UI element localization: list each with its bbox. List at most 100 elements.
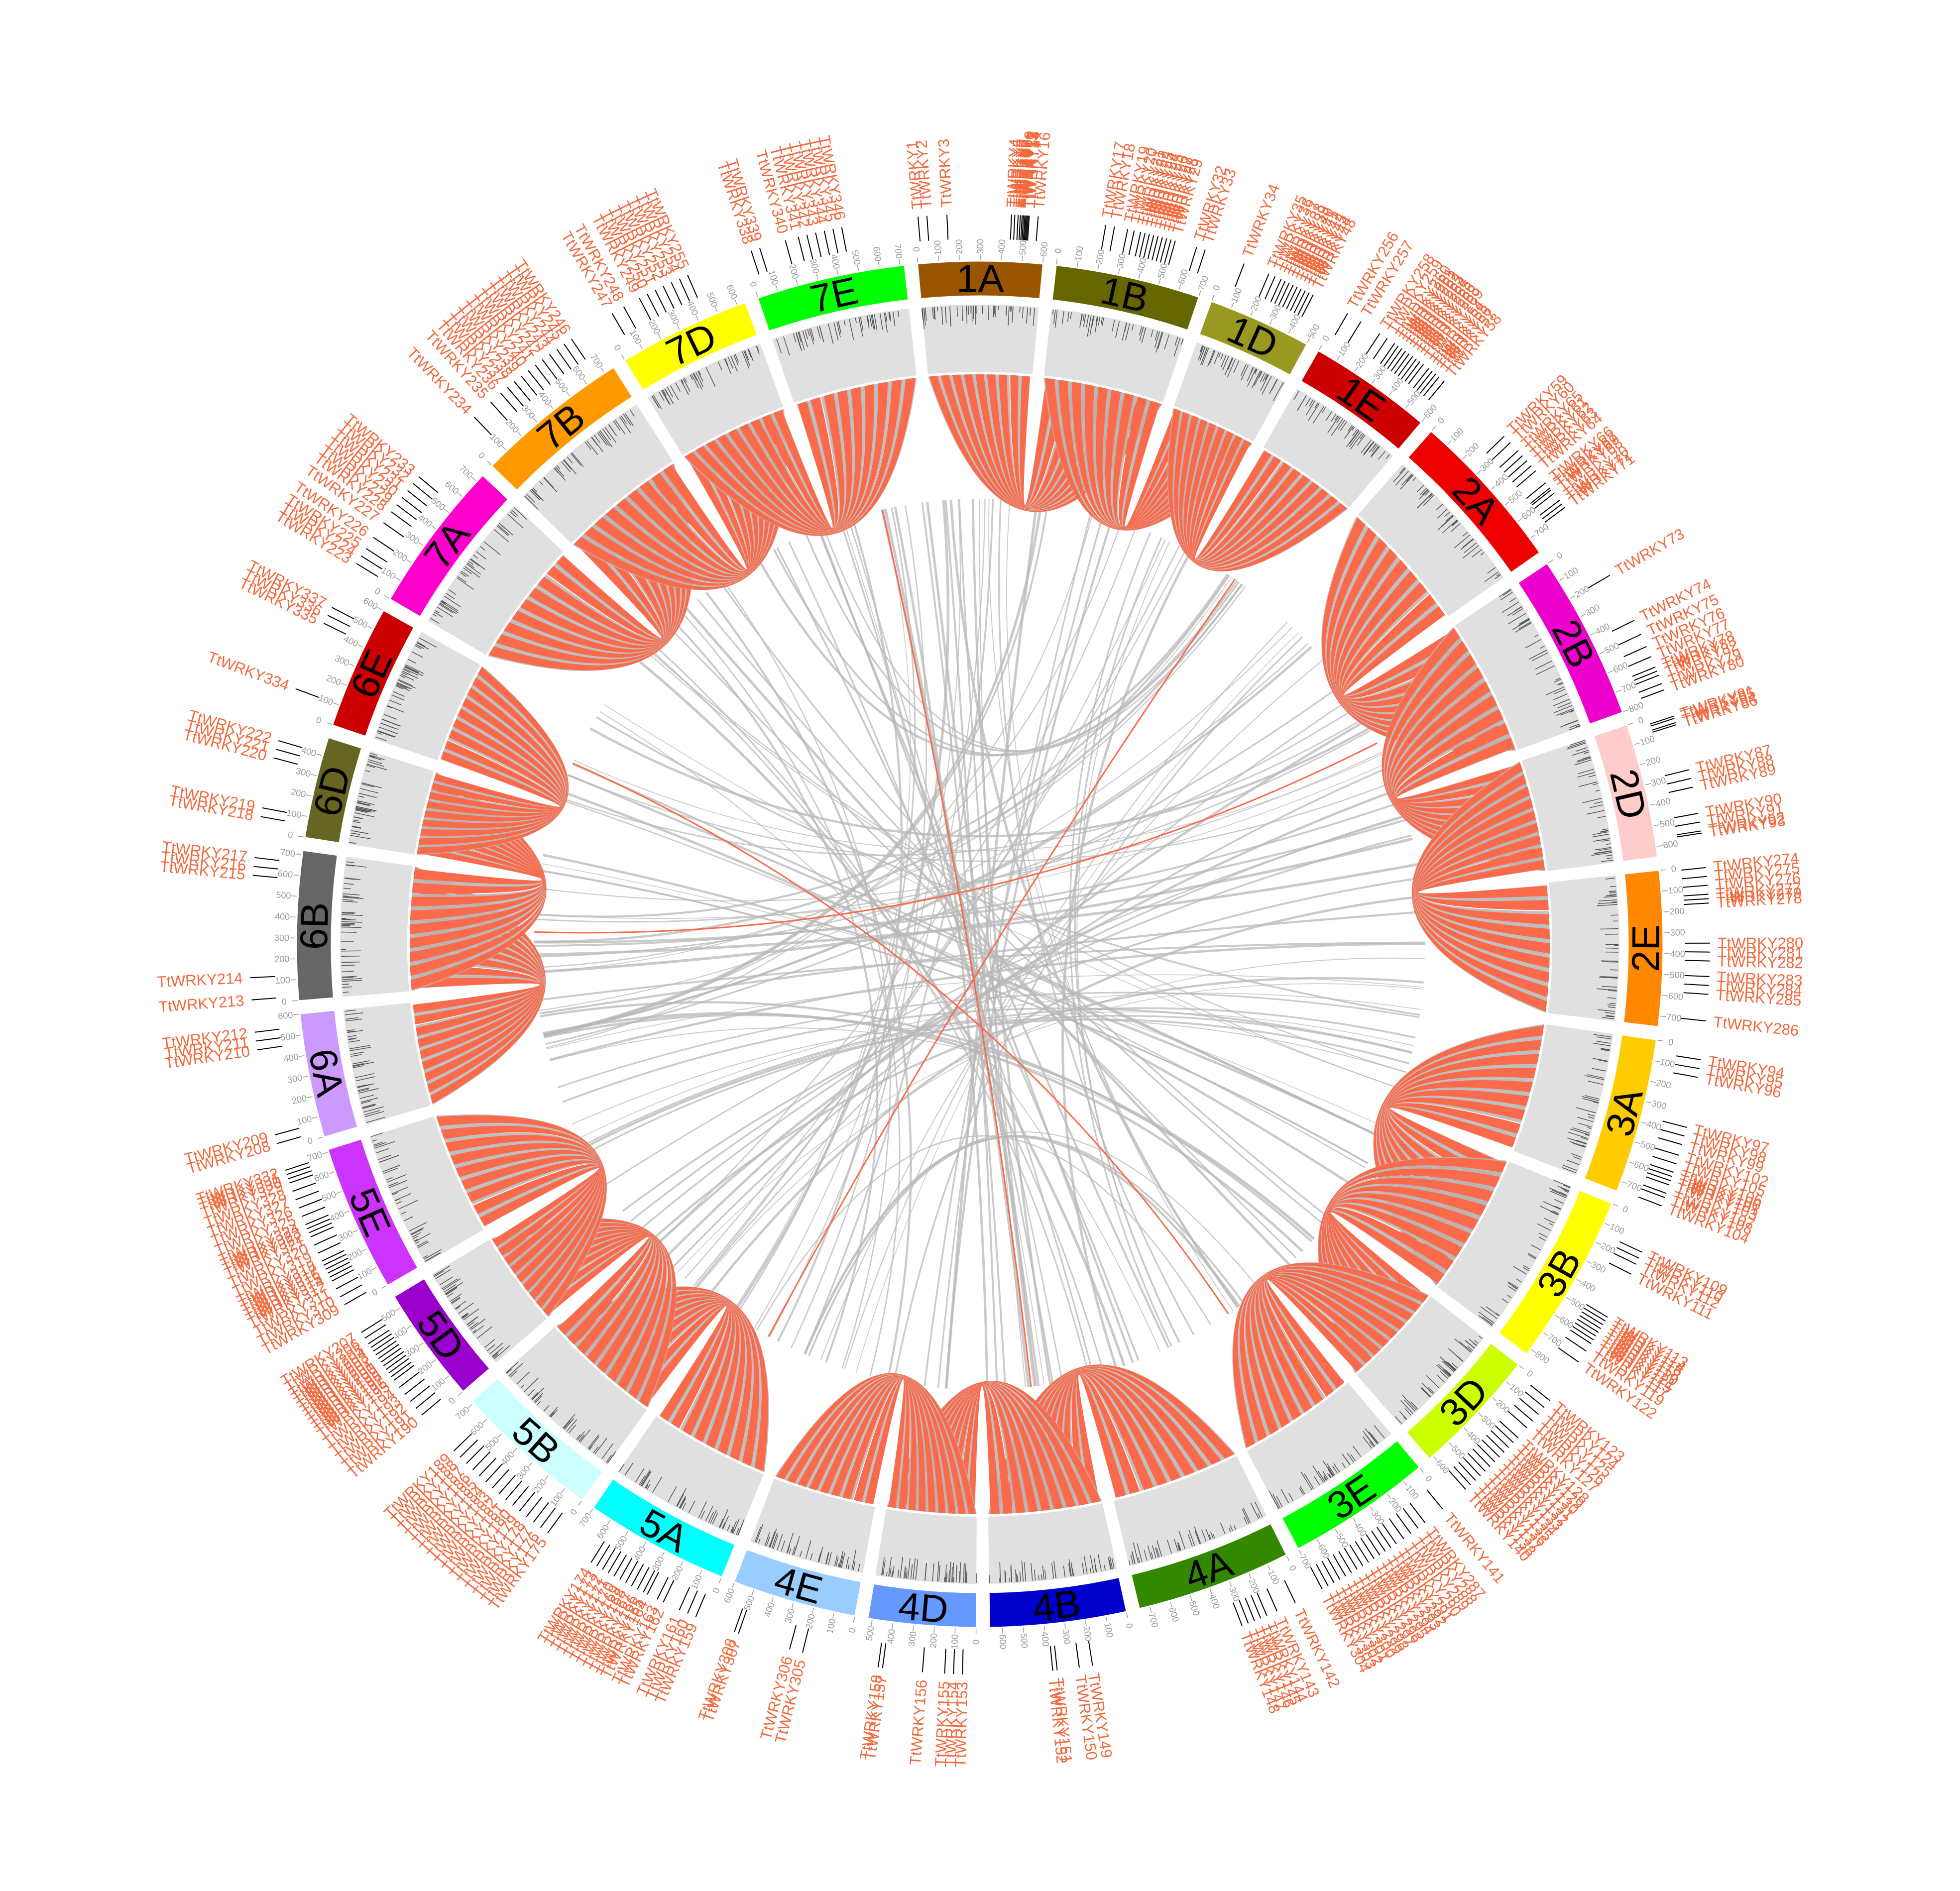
gene-leader-line — [391, 511, 412, 527]
density-spike — [802, 331, 808, 347]
gene-leader-line — [1101, 224, 1107, 250]
synteny-ribbon — [1040, 1371, 1181, 1511]
gene-leader-line — [619, 1557, 633, 1580]
axis-tick-label: 400 — [416, 512, 434, 529]
density-spike — [341, 919, 356, 920]
density-spike — [756, 1524, 764, 1543]
density-spike — [937, 307, 938, 312]
cross-link — [648, 977, 1424, 1244]
axis-tick — [517, 432, 522, 437]
density-spike — [1573, 1156, 1582, 1160]
axis-tick-label: 600 — [1557, 1314, 1575, 1331]
gene-leader-line — [512, 1486, 529, 1506]
axis-tick-label: 0 — [315, 715, 323, 726]
density-spike — [1181, 338, 1184, 345]
density-spike — [368, 759, 382, 764]
density-spike — [379, 1155, 399, 1163]
gene-leader-line — [1588, 574, 1611, 588]
axis-tick-label: 400 — [685, 299, 700, 317]
axis-tick — [832, 1613, 834, 1619]
gene-leader-line — [1164, 239, 1172, 264]
gene-leader-line — [375, 1340, 397, 1355]
density-spike — [1527, 1254, 1536, 1259]
density-spike — [468, 560, 474, 565]
density-spike — [684, 378, 687, 383]
density-spike — [858, 317, 863, 337]
axis-tick — [326, 722, 332, 725]
axis-tick — [1478, 1413, 1483, 1417]
density-spike — [579, 1429, 591, 1443]
axis-tick — [316, 753, 322, 756]
density-spike — [906, 1571, 908, 1579]
chromosome-4B — [989, 1577, 1127, 1628]
density-spike — [450, 1293, 462, 1302]
axis-tick — [549, 404, 554, 410]
density-spike — [744, 350, 749, 360]
axis-tick — [1209, 1588, 1212, 1594]
density-spike — [1262, 376, 1272, 395]
density-spike — [1576, 1107, 1596, 1113]
gene-leader-line — [759, 247, 768, 272]
synteny-ribbon — [410, 923, 542, 1059]
axis-tick-label: 0 — [1320, 334, 1331, 343]
density-spike — [531, 488, 544, 502]
density-spike — [705, 367, 716, 387]
axis-tick-label: 100 — [1102, 1622, 1115, 1638]
axis-tick — [1372, 378, 1376, 384]
density-spike — [721, 1522, 725, 1529]
density-spike — [1314, 402, 1319, 409]
gene-leader-line — [356, 563, 378, 577]
density-spike — [748, 348, 754, 361]
synteny-ribbon — [1391, 681, 1536, 823]
density-spike — [355, 809, 367, 813]
axis-tick-label: 500 — [613, 1534, 629, 1552]
gene-leader-line — [1024, 215, 1027, 240]
density-spike — [1240, 363, 1247, 376]
cross-link — [705, 592, 912, 1381]
density-spike — [937, 1561, 939, 1582]
density-spike — [341, 931, 357, 933]
chromosome-7A — [390, 475, 508, 617]
density-spike — [404, 666, 419, 673]
density-spike — [1572, 750, 1589, 756]
synteny-ribbon — [1194, 440, 1271, 559]
density-spike — [1070, 1561, 1074, 1576]
density-spike — [1560, 709, 1574, 716]
axis-tick — [1555, 1315, 1560, 1319]
synteny-ribbon — [739, 390, 852, 530]
gene-leader-line — [1638, 1196, 1662, 1207]
density-spike — [1512, 619, 1530, 630]
density-spike — [532, 1387, 545, 1400]
cross-link — [582, 1007, 1416, 1147]
density-spike — [1574, 759, 1592, 766]
axis-tick — [1150, 1607, 1152, 1613]
chromosome-2A — [1408, 431, 1540, 573]
axis-tick-label: 400 — [1352, 1520, 1369, 1538]
density-spike — [342, 914, 363, 916]
axis-tick — [471, 477, 476, 481]
cross-link — [549, 1027, 1314, 1240]
density-spike — [1041, 1574, 1042, 1580]
axis-tick — [1654, 824, 1660, 826]
cross-link — [706, 895, 1423, 1298]
density-spike — [1177, 1545, 1180, 1551]
density-spike — [346, 864, 367, 868]
gene-leader-line — [611, 313, 625, 335]
density-spike — [853, 1561, 856, 1570]
gene-leader-line — [590, 1541, 605, 1563]
axis-tick-label: 300 — [333, 653, 351, 668]
axis-tick — [1662, 890, 1668, 891]
axis-tick-label: 200 — [1354, 351, 1370, 369]
synteny-ribbon — [516, 1232, 659, 1373]
chromosome-label: 6A — [300, 1045, 352, 1101]
density-spike — [1571, 1153, 1582, 1158]
density-spike — [487, 1344, 495, 1351]
chromosome-6A — [300, 1010, 358, 1137]
density-spike — [597, 432, 607, 446]
axis-tick — [458, 1392, 462, 1396]
synteny-ribbon — [1329, 1201, 1469, 1328]
axis-tick — [796, 279, 798, 285]
density-spike — [789, 1548, 792, 1554]
chromosome-1D — [1199, 301, 1307, 375]
density-spike — [1108, 1557, 1111, 1569]
